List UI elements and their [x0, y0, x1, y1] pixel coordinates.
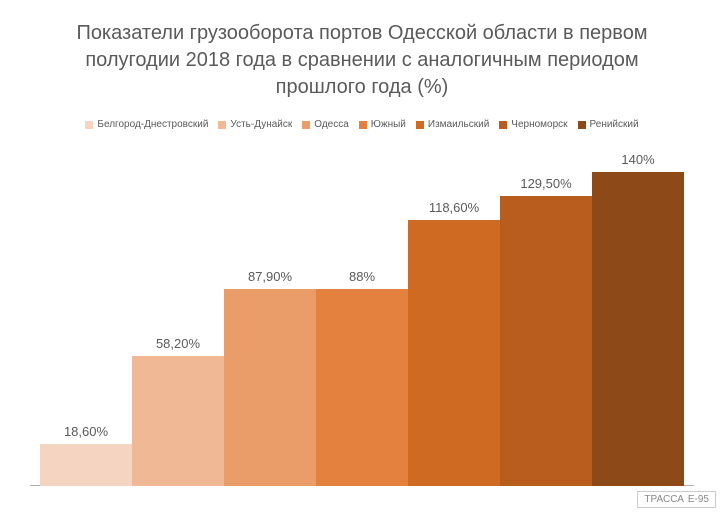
bar-value-label: 140% [621, 152, 654, 167]
bar-group: 88% [316, 150, 408, 486]
legend-swatch [85, 121, 93, 129]
legend-swatch [218, 121, 226, 129]
bar-group: 140% [592, 150, 684, 486]
legend-item: Измаильский [416, 119, 489, 130]
bar-value-label: 129,50% [520, 176, 571, 191]
legend-item: Одесса [302, 119, 349, 130]
legend-swatch [302, 121, 310, 129]
legend-swatch [359, 121, 367, 129]
bar-value-label: 88% [349, 269, 375, 284]
legend-label: Ренийский [590, 119, 639, 130]
legend-label: Усть-Дунайск [230, 119, 292, 130]
bar: 58,20% [132, 356, 224, 486]
legend-swatch [499, 121, 507, 129]
legend-item: Южный [359, 119, 406, 130]
watermark-text: ТРАССА [644, 494, 683, 505]
bar: 87,90% [224, 289, 316, 486]
legend-item: Ренийский [578, 119, 639, 130]
bar-group: 58,20% [132, 150, 224, 486]
bar-value-label: 18,60% [64, 424, 108, 439]
legend-label: Одесса [314, 119, 349, 130]
legend-label: Белгород-Днестровский [97, 119, 208, 130]
legend-swatch [416, 121, 424, 129]
bar-value-label: 118,60% [429, 200, 479, 215]
chart-title: Показатели грузооборота портов Одесской … [30, 20, 694, 101]
legend-item: Усть-Дунайск [218, 119, 292, 130]
bar-value-label: 87,90% [248, 269, 292, 284]
bar-group: 87,90% [224, 150, 316, 486]
bar-group: 18,60% [40, 150, 132, 486]
bar: 118,60% [408, 220, 500, 486]
legend-item: Белгород-Днестровский [85, 119, 208, 130]
watermark: ТРАССА Е-95 [637, 491, 716, 508]
plot-area: 18,60% 58,20% 87,90% 88% 118,60% 129,50% [30, 150, 694, 486]
chart-legend: Белгород-Днестровский Усть-Дунайск Одесс… [30, 119, 694, 130]
watermark-code: Е-95 [688, 494, 709, 505]
bar: 18,60% [40, 444, 132, 486]
chart-container: Показатели грузооборота портов Одесской … [0, 0, 724, 516]
legend-label: Южный [371, 119, 406, 130]
bar-group: 118,60% [408, 150, 500, 486]
legend-swatch [578, 121, 586, 129]
bar-group: 129,50% [500, 150, 592, 486]
bar: 140% [592, 172, 684, 486]
legend-label: Измаильский [428, 119, 489, 130]
bar-value-label: 58,20% [156, 336, 200, 351]
bar: 88% [316, 289, 408, 486]
bar: 129,50% [500, 196, 592, 486]
legend-label: Черноморск [511, 119, 567, 130]
legend-item: Черноморск [499, 119, 567, 130]
